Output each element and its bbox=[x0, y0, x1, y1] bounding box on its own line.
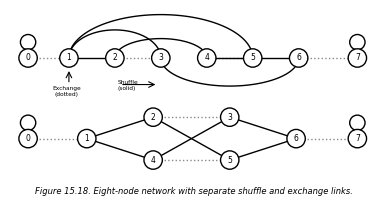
Text: 1: 1 bbox=[67, 53, 71, 63]
Circle shape bbox=[348, 129, 367, 148]
Text: Exchange
(dotted): Exchange (dotted) bbox=[52, 86, 81, 97]
Text: 4: 4 bbox=[151, 156, 156, 165]
Circle shape bbox=[144, 108, 162, 126]
Text: 0: 0 bbox=[26, 53, 31, 63]
Circle shape bbox=[19, 129, 37, 148]
Text: 7: 7 bbox=[355, 134, 360, 143]
Text: 0: 0 bbox=[26, 134, 31, 143]
Text: 2: 2 bbox=[151, 113, 156, 122]
Text: 7: 7 bbox=[355, 53, 360, 63]
Circle shape bbox=[78, 129, 96, 148]
Text: 6: 6 bbox=[296, 53, 301, 63]
Circle shape bbox=[220, 108, 239, 126]
Text: 1: 1 bbox=[85, 134, 89, 143]
Circle shape bbox=[197, 49, 216, 67]
Circle shape bbox=[152, 49, 170, 67]
Circle shape bbox=[144, 151, 162, 169]
Circle shape bbox=[220, 151, 239, 169]
Text: 5: 5 bbox=[227, 156, 232, 165]
Text: Shuffle
(solid): Shuffle (solid) bbox=[118, 80, 138, 91]
Text: 4: 4 bbox=[204, 53, 209, 63]
Circle shape bbox=[287, 129, 305, 148]
Text: 5: 5 bbox=[250, 53, 255, 63]
Circle shape bbox=[106, 49, 124, 67]
Text: Figure 15.18. Eight-node network with separate shuffle and exchange links.: Figure 15.18. Eight-node network with se… bbox=[35, 187, 353, 196]
Text: 3: 3 bbox=[227, 113, 232, 122]
Circle shape bbox=[60, 49, 78, 67]
Text: 6: 6 bbox=[294, 134, 298, 143]
Circle shape bbox=[348, 49, 367, 67]
Circle shape bbox=[19, 49, 37, 67]
Circle shape bbox=[289, 49, 308, 67]
Text: 3: 3 bbox=[158, 53, 163, 63]
Text: 2: 2 bbox=[113, 53, 117, 63]
Circle shape bbox=[244, 49, 262, 67]
